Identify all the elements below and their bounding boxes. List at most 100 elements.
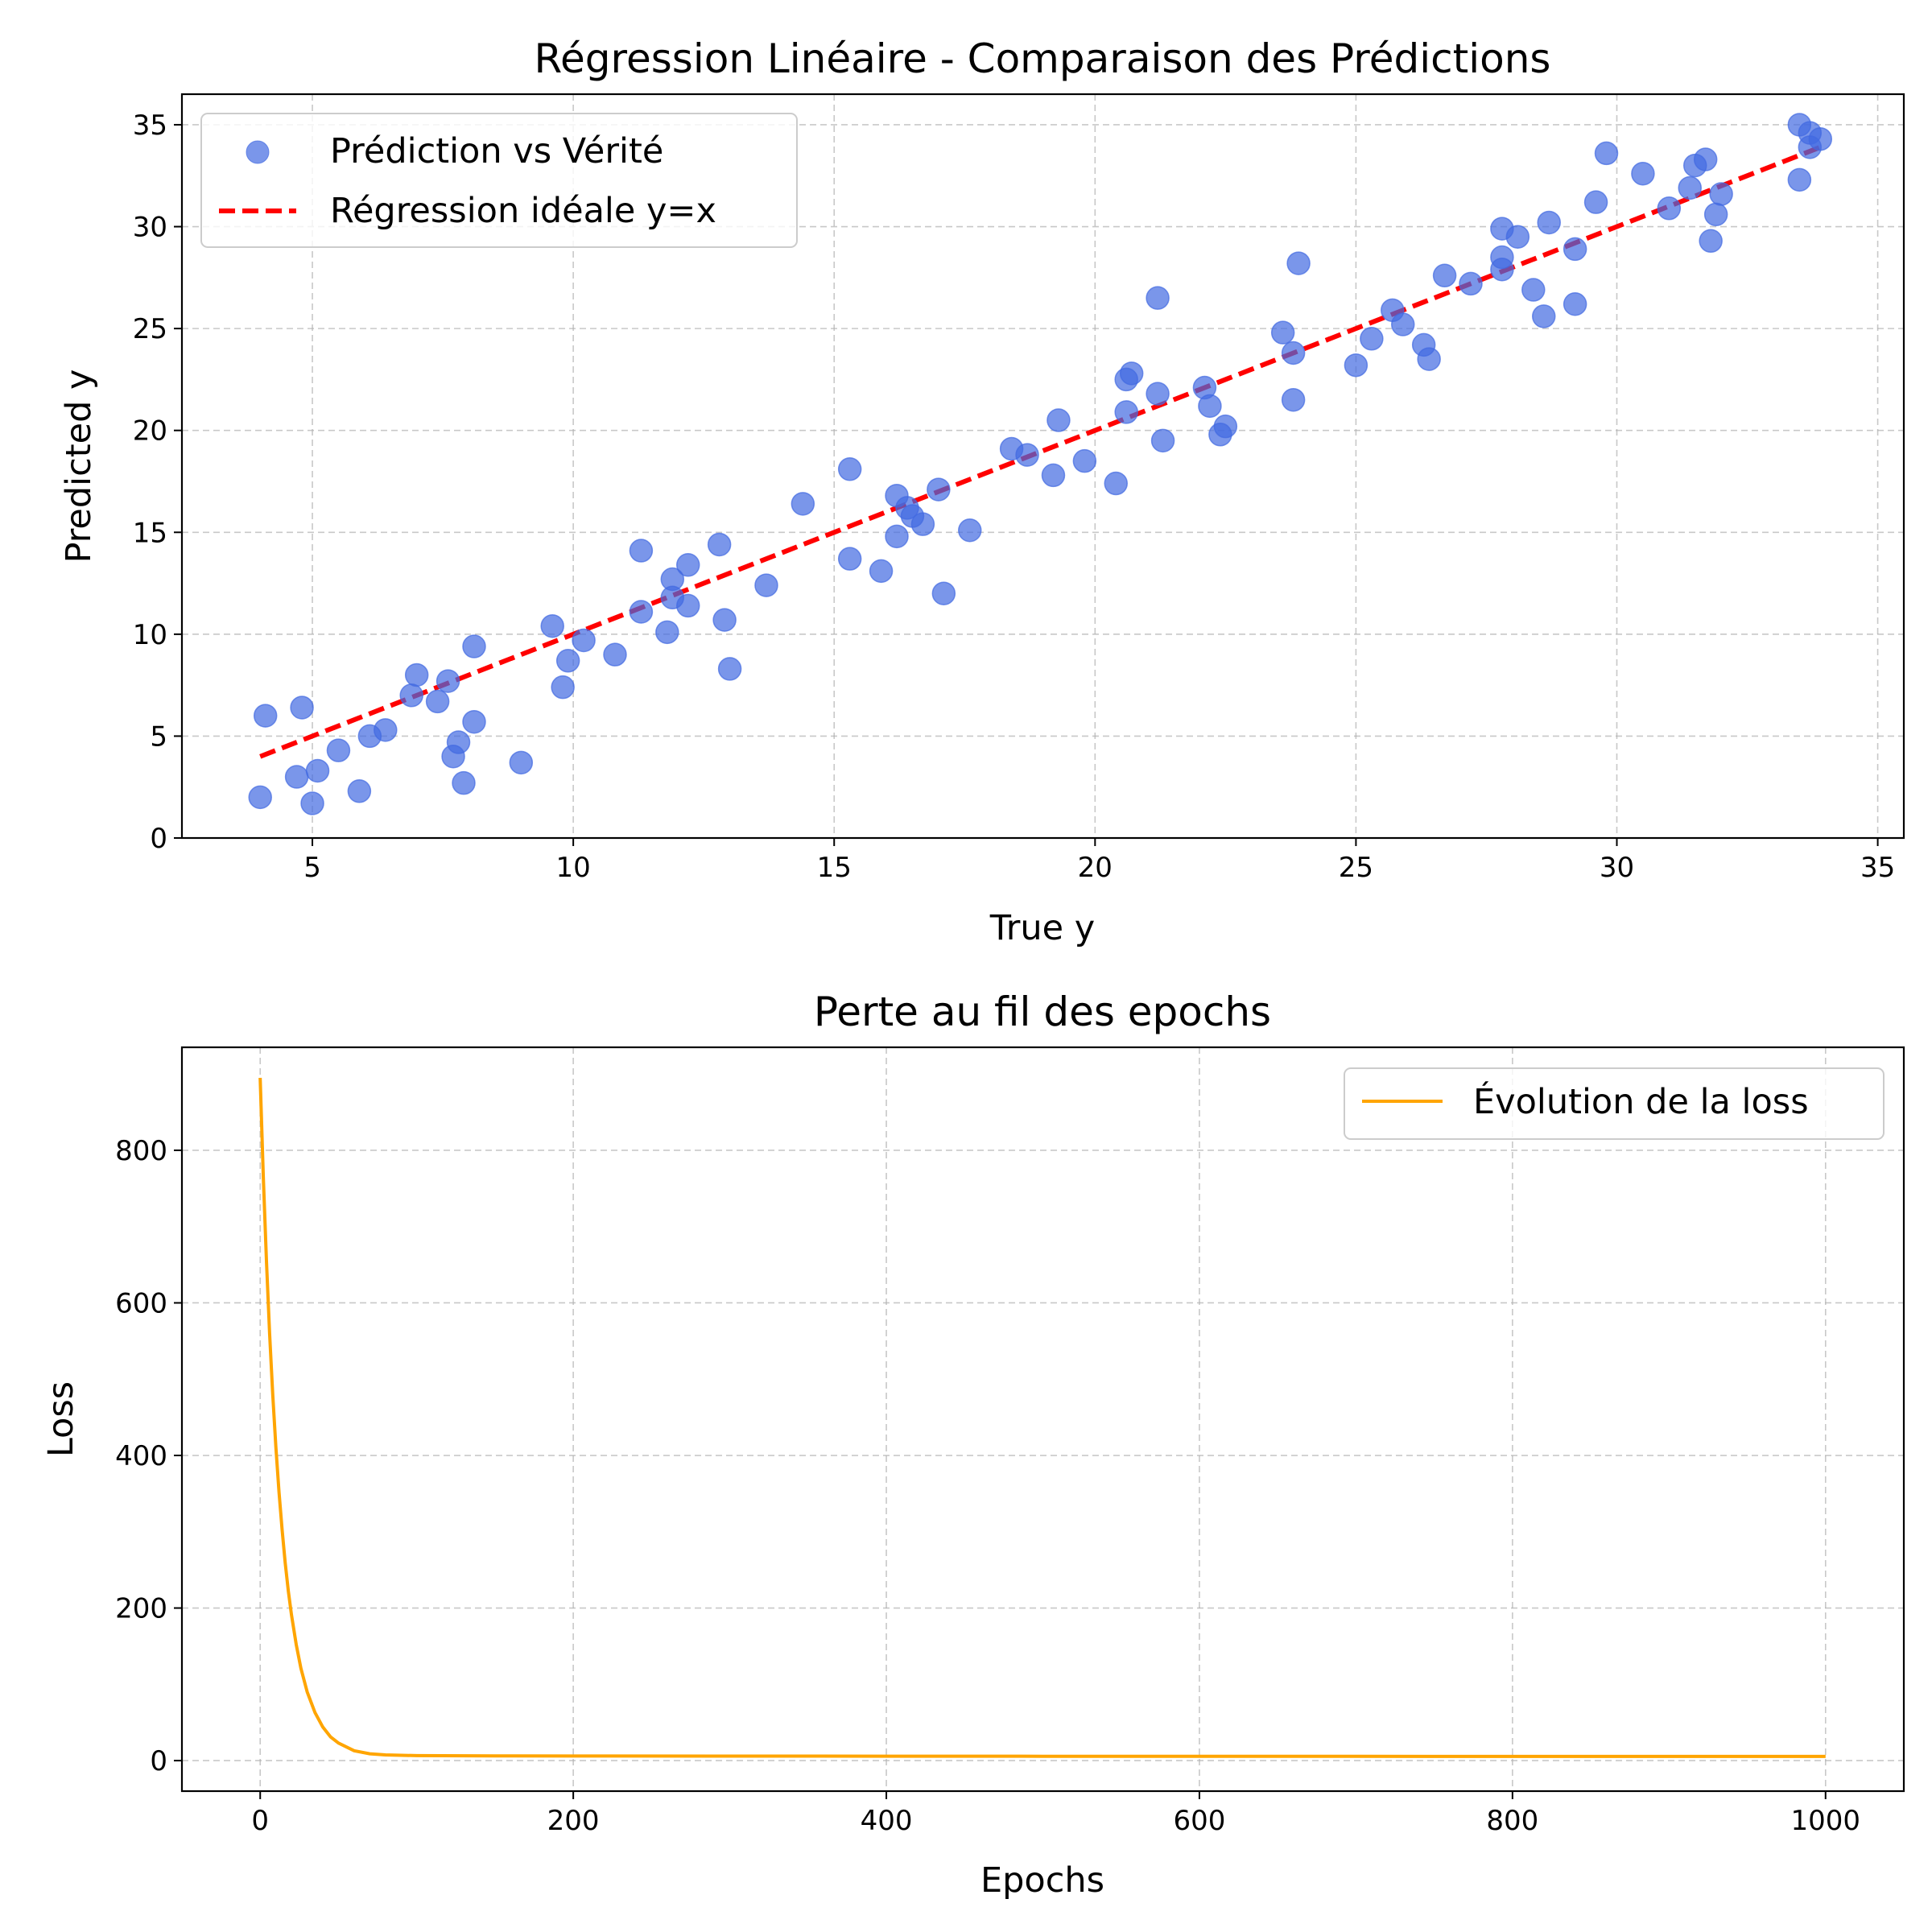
- scatter-point: [290, 696, 314, 720]
- loss-x-axis-label: Epochs: [980, 1860, 1104, 1901]
- scatter-point: [1360, 327, 1384, 351]
- scatter-point: [1270, 320, 1295, 345]
- loss-x-tick-label: 800: [1486, 1805, 1538, 1837]
- loss-legend: Évolution de la loss: [1344, 1067, 1885, 1140]
- scatter-x-tick-label: 30: [1600, 852, 1634, 884]
- scatter-point: [675, 553, 700, 577]
- scatter-point: [1286, 251, 1311, 275]
- scatter-point: [436, 669, 460, 693]
- scatter-y-tick-label: 0: [150, 823, 167, 855]
- scatter-y-tick-label: 15: [133, 517, 167, 549]
- loss-gridlines: [182, 1047, 1904, 1791]
- loss-ticks: 0 200 400 600 800 1000 0 200 400 600 800: [115, 1135, 1860, 1837]
- scatter-point: [1657, 196, 1682, 221]
- scatter-point: [791, 492, 815, 516]
- scatter-point: [1198, 394, 1222, 419]
- scatter-point: [837, 457, 862, 481]
- legend-label-regression: Régression idéale y=x: [330, 191, 716, 231]
- loss-x-tick-label: 400: [861, 1805, 913, 1837]
- scatter-point: [837, 547, 862, 571]
- legend-marker-prediction: [246, 140, 270, 164]
- scatter-point: [305, 758, 330, 783]
- loss-title: Perte au fil des epochs: [814, 989, 1271, 1035]
- scatter-point: [551, 675, 575, 700]
- scatter-x-axis-label: True y: [989, 908, 1095, 948]
- scatter-point: [717, 657, 742, 681]
- scatter-point: [1505, 225, 1530, 249]
- scatter-y-tick-label: 5: [150, 720, 167, 753]
- scatter-plot-frame: [180, 93, 1905, 840]
- legend-label-loss: Évolution de la loss: [1473, 1081, 1809, 1122]
- scatter-x-tick-label: 35: [1860, 852, 1895, 884]
- scatter-point: [1594, 141, 1619, 166]
- scatter-point: [885, 524, 909, 549]
- scatter-point: [910, 512, 935, 536]
- scatter-point: [1146, 382, 1170, 406]
- scatter-point: [509, 750, 534, 775]
- scatter-point: [655, 620, 679, 645]
- scatter-x-tick-label: 25: [1339, 852, 1373, 884]
- scatter-point: [1344, 353, 1368, 378]
- scatter-point: [540, 613, 564, 638]
- loss-y-tick-label: 400: [115, 1440, 167, 1472]
- scatter-point: [425, 689, 450, 714]
- scatter-point: [1678, 175, 1702, 200]
- scatter-point: [253, 704, 278, 728]
- scatter-y-tick-label: 10: [133, 619, 167, 651]
- scatter-point: [927, 477, 951, 502]
- scatter-point: [1693, 147, 1718, 171]
- loss-y-tick-label: 800: [115, 1135, 167, 1167]
- scatter-title: Régression Linéaire - Comparaison des Pr…: [535, 35, 1551, 82]
- scatter-point: [399, 683, 423, 708]
- scatter-point: [1583, 190, 1608, 214]
- scatter-y-tick-label: 30: [133, 212, 167, 244]
- scatter-point: [248, 785, 272, 810]
- scatter-point: [1532, 304, 1556, 328]
- scatter-chart: 5 10 15 20 25 30 35 0 5 10 15 20 25 30 35 Régression L…: [59, 35, 1905, 948]
- scatter-point: [446, 730, 471, 754]
- scatter-point: [1114, 400, 1138, 424]
- scatter-y-tick-label: 25: [133, 313, 167, 345]
- scatter-point: [1146, 286, 1170, 310]
- loss-chart: 0 200 400 600 800 1000 0 200 400 600 800 Perte au …: [41, 989, 1905, 1901]
- loss-x-tick-label: 600: [1174, 1805, 1226, 1837]
- scatter-point: [1417, 347, 1441, 371]
- scatter-point: [462, 634, 486, 658]
- scatter-point: [1459, 271, 1483, 296]
- scatter-x-tick-label: 20: [1078, 852, 1113, 884]
- scatter-point: [1046, 408, 1071, 432]
- scatter-point: [1699, 229, 1723, 254]
- scatter-point: [404, 663, 429, 687]
- scatter-x-tick-label: 15: [817, 852, 852, 884]
- scatter-point: [326, 738, 351, 762]
- scatter-point: [629, 600, 654, 624]
- loss-x-tick-label: 200: [547, 1805, 600, 1837]
- loss-y-tick-label: 0: [150, 1745, 167, 1777]
- scatter-legend-box: [200, 113, 798, 248]
- loss-curve: [258, 1077, 1826, 1758]
- scatter-points: [248, 113, 1833, 815]
- scatter-point: [1631, 161, 1655, 186]
- scatter-point: [1808, 126, 1833, 151]
- scatter-point: [374, 718, 398, 742]
- loss-y-tick-label: 200: [115, 1593, 167, 1625]
- scatter-point: [1703, 202, 1728, 227]
- scatter-point: [1537, 210, 1561, 235]
- scatter-point: [1119, 361, 1144, 386]
- scatter-point: [452, 770, 476, 795]
- loss-plot-frame: [180, 1046, 1905, 1793]
- scatter-point: [629, 539, 654, 563]
- loss-x-tick-label: 0: [251, 1805, 269, 1837]
- scatter-point: [1709, 182, 1733, 206]
- scatter-y-tick-label: 35: [133, 109, 167, 142]
- scatter-y-tick-label: 20: [133, 415, 167, 448]
- scatter-point: [712, 608, 737, 632]
- scatter-point: [603, 642, 627, 667]
- scatter-x-tick-label: 5: [303, 852, 321, 884]
- scatter-point: [1390, 312, 1415, 336]
- scatter-point: [754, 573, 778, 597]
- scatter-point: [572, 628, 596, 653]
- scatter-point: [1281, 341, 1306, 365]
- scatter-point: [1041, 463, 1066, 488]
